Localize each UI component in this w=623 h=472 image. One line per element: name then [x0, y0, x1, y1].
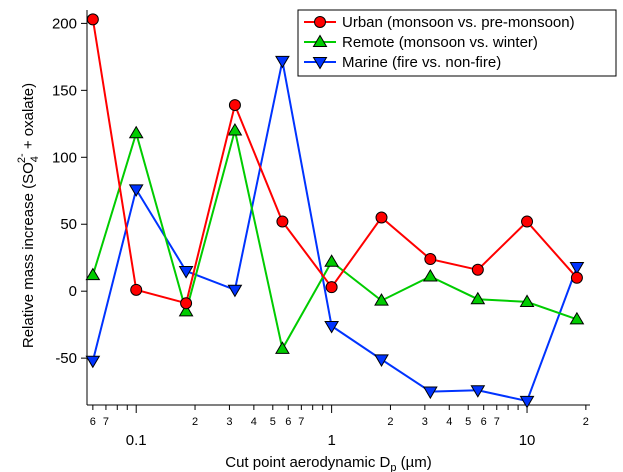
- legend-entry-label: Marine (fire vs. non-fire): [342, 54, 501, 71]
- data-point: [519, 395, 535, 409]
- data-point: [422, 386, 438, 400]
- data-point: [178, 303, 194, 317]
- series-triangle-down: [85, 55, 585, 409]
- y-tick-label: 200: [52, 15, 77, 32]
- x-major-tick-label: 0.1: [126, 432, 147, 449]
- data-point: [86, 13, 99, 26]
- x-minor-tick-label: 7: [494, 416, 500, 428]
- data-point: [324, 320, 339, 334]
- x-minor-tick-label: 4: [251, 416, 257, 428]
- data-point: [470, 385, 486, 398]
- data-point: [519, 294, 535, 307]
- x-minor-tick-label: 2: [387, 416, 393, 428]
- series-circle: [86, 13, 583, 310]
- data-point: [570, 271, 583, 284]
- data-point: [275, 341, 290, 354]
- x-minor-tick-label: 6: [90, 416, 96, 428]
- data-point: [324, 254, 339, 267]
- series-line: [91, 129, 578, 352]
- legend-swatch-marker: [312, 34, 328, 48]
- data-point: [424, 253, 437, 266]
- data-point: [470, 291, 486, 305]
- x-major-tick-label: 1: [327, 432, 335, 449]
- legend-swatch-marker: [312, 56, 328, 70]
- series-line: [91, 60, 578, 403]
- data-point: [227, 123, 243, 136]
- data-point: [128, 125, 144, 139]
- data-point: [130, 283, 143, 296]
- data-point: [85, 267, 101, 281]
- data-point: [178, 266, 194, 279]
- data-point: [375, 211, 388, 224]
- plot-series: [85, 13, 585, 409]
- x-minor-tick-label: 7: [103, 416, 109, 428]
- data-point: [128, 184, 144, 197]
- y-tick-label: 50: [60, 216, 77, 233]
- data-point: [374, 293, 389, 306]
- y-axis-label: Relative mass increase (SO42- + oxalate): [16, 83, 41, 348]
- x-minor-tick-label: 5: [465, 416, 471, 428]
- legend-swatch-marker: [314, 16, 326, 28]
- legend-box: [297, 9, 617, 77]
- y-tick-label: 100: [52, 149, 77, 166]
- data-point: [422, 268, 438, 282]
- x-major-tick-label: 10: [519, 432, 536, 449]
- data-point: [227, 284, 243, 298]
- data-point: [276, 215, 289, 228]
- x-minor-tick-label: 3: [226, 416, 232, 428]
- series-triangle-up: [85, 123, 585, 354]
- y-tick-label: 0: [69, 283, 77, 300]
- x-minor-tick-label: 4: [446, 416, 452, 428]
- x-minor-tick-label: 5: [270, 416, 276, 428]
- legend: Urban (monsoon vs. pre-monsoon) Remote (m…: [297, 9, 617, 77]
- legend-entry-label: Remote (monsoon vs. winter): [342, 34, 538, 51]
- y-tick-label: -50: [55, 350, 77, 367]
- data-point: [228, 99, 241, 112]
- x-minor-tick-label: 3: [422, 416, 428, 428]
- data-point: [569, 311, 585, 325]
- data-point: [275, 55, 290, 69]
- x-axis-label: Cut point aerodynamic Dp (µm): [225, 454, 432, 472]
- y-tick-label: 150: [52, 82, 77, 99]
- legend-entry-label: Urban (monsoon vs. pre-monsoon): [342, 14, 575, 31]
- data-point: [325, 281, 338, 294]
- data-point: [180, 297, 193, 310]
- x-minor-tick-label: 6: [285, 416, 291, 428]
- x-minor-tick-label: 7: [298, 416, 304, 428]
- data-point: [85, 355, 101, 369]
- data-point: [471, 263, 484, 276]
- x-minor-tick-label: 2: [192, 416, 198, 428]
- data-point: [521, 215, 534, 228]
- x-minor-tick-label: 6: [481, 416, 487, 428]
- data-point: [374, 354, 389, 367]
- data-point: [569, 262, 585, 275]
- x-minor-tick-label: 2: [583, 416, 589, 428]
